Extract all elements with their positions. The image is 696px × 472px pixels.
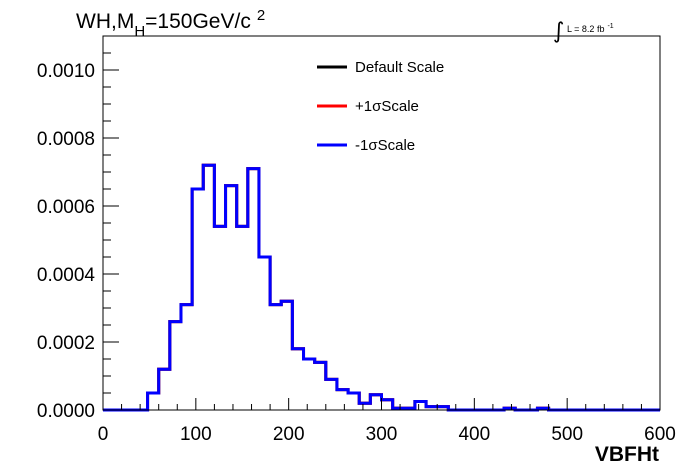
legend: Default Scale +1σScale -1σScale (317, 59, 444, 154)
legend-label-2: -1σScale (355, 137, 415, 154)
y-tick-label: 0.0004 (37, 265, 96, 286)
y-tick-label: 0.0000 (37, 401, 95, 422)
title-prefix: WH,M (76, 10, 134, 33)
svg-text:WH,MH=150GeV/c2: WH,MH=150GeV/c 2 (76, 7, 265, 40)
x-tick-label: 0 (98, 424, 109, 445)
legend-label-1: +1σScale (355, 98, 419, 115)
luminosity-superscript: -1 (607, 23, 613, 30)
y-tick-labels: 0.0000 0.0002 0.0004 0.0006 0.0008 0.0010 (37, 61, 96, 422)
y-tick-label: 0.0008 (37, 129, 95, 150)
title-superscript: 2 (257, 7, 265, 24)
x-tick-label: 500 (551, 424, 583, 445)
x-tick-label: 400 (458, 424, 490, 445)
luminosity-text: L = 8.2 fb (567, 24, 604, 34)
chart-title: WH,MH=150GeV/c 2 (76, 7, 265, 40)
svg-text:L = 8.2 fb-1: L = 8.2 fb -1 (567, 23, 614, 34)
title-value: =150GeV/c (145, 10, 251, 33)
y-tick-label: 0.0006 (37, 197, 95, 218)
x-axis-title: VBFHt (595, 443, 659, 466)
y-tick-label: 0.0010 (37, 61, 95, 82)
x-tick-label: 300 (366, 424, 398, 445)
plot-frame (102, 35, 661, 411)
x-tick-label: 600 (644, 424, 676, 445)
x-tick-label: 100 (180, 424, 212, 445)
x-tick-label: 200 (273, 424, 305, 445)
y-tick-label: 0.0002 (37, 333, 95, 354)
title-subscript: H (134, 23, 145, 40)
legend-label-0: Default Scale (355, 59, 444, 76)
x-tick-labels: 0 100 200 300 400 500 600 (98, 424, 676, 445)
integral-symbol: ∫ (553, 19, 564, 44)
luminosity-label: ∫ L = 8.2 fb -1 (553, 19, 614, 44)
